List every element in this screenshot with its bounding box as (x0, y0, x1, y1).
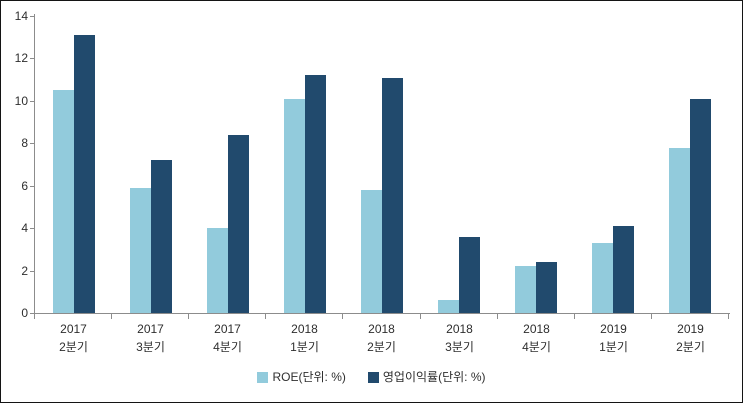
x-axis-tick (728, 314, 729, 319)
y-tick-label: 4 (21, 221, 28, 235)
x-category-label: 2018 1분기 (266, 320, 343, 356)
x-axis-tick (342, 314, 343, 319)
x-category-label-line: 4분기 (522, 340, 551, 354)
bar-series-operating-margin (151, 160, 172, 313)
x-axis-tick (420, 314, 421, 319)
x-category-label-line: 2017 (214, 322, 241, 336)
x-axis-line (34, 313, 730, 314)
y-tick-label: 6 (21, 179, 28, 193)
bar-series-roe (515, 266, 536, 313)
x-axis-tick (188, 314, 189, 319)
x-category-label-line: 2019 (677, 322, 704, 336)
bar-series-operating-margin (382, 78, 403, 313)
y-axis-tick (30, 58, 35, 59)
x-category-label: 2017 2분기 (35, 320, 112, 356)
bar-series-operating-margin (228, 135, 249, 313)
y-tick-label: 2 (21, 264, 28, 278)
y-axis-line (34, 14, 35, 314)
bar-series-operating-margin (613, 226, 634, 313)
x-category-label-line: 2분기 (367, 340, 396, 354)
y-tick-label: 10 (14, 94, 28, 108)
x-axis-tick (497, 314, 498, 319)
plot-area (35, 16, 729, 313)
bar-series-roe (207, 228, 228, 313)
legend-label: 영업이익률(단위: %) (382, 370, 486, 384)
bar-series-roe (53, 90, 74, 313)
y-tick-label: 0 (21, 306, 28, 320)
bar-series-operating-margin (536, 262, 557, 313)
bar-series-operating-margin (74, 35, 95, 313)
bar-series-roe (669, 148, 690, 313)
x-category-label: 2018 2분기 (343, 320, 420, 356)
legend-swatch-icon (257, 371, 269, 383)
x-category-label-line: 1분기 (599, 340, 628, 354)
x-category-label-line: 4분기 (213, 340, 242, 354)
x-category-label-line: 2분기 (676, 340, 705, 354)
x-category-label-line: 2분기 (59, 340, 88, 354)
bar-series-operating-margin (459, 237, 480, 313)
x-category-label-line: 2019 (600, 322, 627, 336)
bar-series-roe (284, 99, 305, 313)
x-category-label-line: 2018 (523, 322, 550, 336)
legend-swatch-icon (367, 371, 379, 383)
legend-item-operating-margin: 영업이익률(단위: %) (367, 370, 486, 384)
legend-item-roe: ROE(단위: %) (257, 370, 346, 384)
legend-label: ROE(단위: %) (272, 370, 346, 384)
x-category-label: 2018 4분기 (498, 320, 575, 356)
x-category-label-line: 2018 (368, 322, 395, 336)
y-tick-label: 8 (21, 136, 28, 150)
y-axis-tick (30, 228, 35, 229)
y-axis-tick (30, 101, 35, 102)
bar-series-roe (361, 190, 382, 313)
bar-series-operating-margin (305, 75, 326, 313)
x-category-label-line: 3분기 (136, 340, 165, 354)
y-axis-tick (30, 143, 35, 144)
y-axis-tick (30, 271, 35, 272)
x-category-label: 2017 4분기 (189, 320, 266, 356)
x-category-label-line: 1분기 (290, 340, 319, 354)
x-axis-tick (574, 314, 575, 319)
x-category-label-line: 2017 (137, 322, 164, 336)
legend: ROE(단위: %) 영업이익률(단위: %) (1, 370, 742, 384)
x-category-label: 2017 3분기 (112, 320, 189, 356)
x-category-label: 2018 3분기 (421, 320, 498, 356)
x-axis-tick (651, 314, 652, 319)
x-category-label-line: 2018 (291, 322, 318, 336)
x-category-label-line: 3분기 (445, 340, 474, 354)
y-tick-label: 12 (14, 51, 28, 65)
x-category-label: 2019 2분기 (652, 320, 729, 356)
x-axis-tick (111, 314, 112, 319)
bar-series-roe (438, 300, 459, 313)
y-axis-tick (30, 16, 35, 17)
bar-series-roe (130, 188, 151, 313)
x-category-label-line: 2017 (60, 322, 87, 336)
bar-series-operating-margin (690, 99, 711, 313)
y-axis-tick (30, 313, 35, 314)
y-axis-tick (30, 186, 35, 187)
x-axis-tick (265, 314, 266, 319)
x-category-label: 2019 1분기 (575, 320, 652, 356)
bar-series-roe (592, 243, 613, 313)
x-axis-tick (34, 314, 35, 319)
x-category-label-line: 2018 (446, 322, 473, 336)
y-tick-label: 14 (14, 9, 28, 23)
